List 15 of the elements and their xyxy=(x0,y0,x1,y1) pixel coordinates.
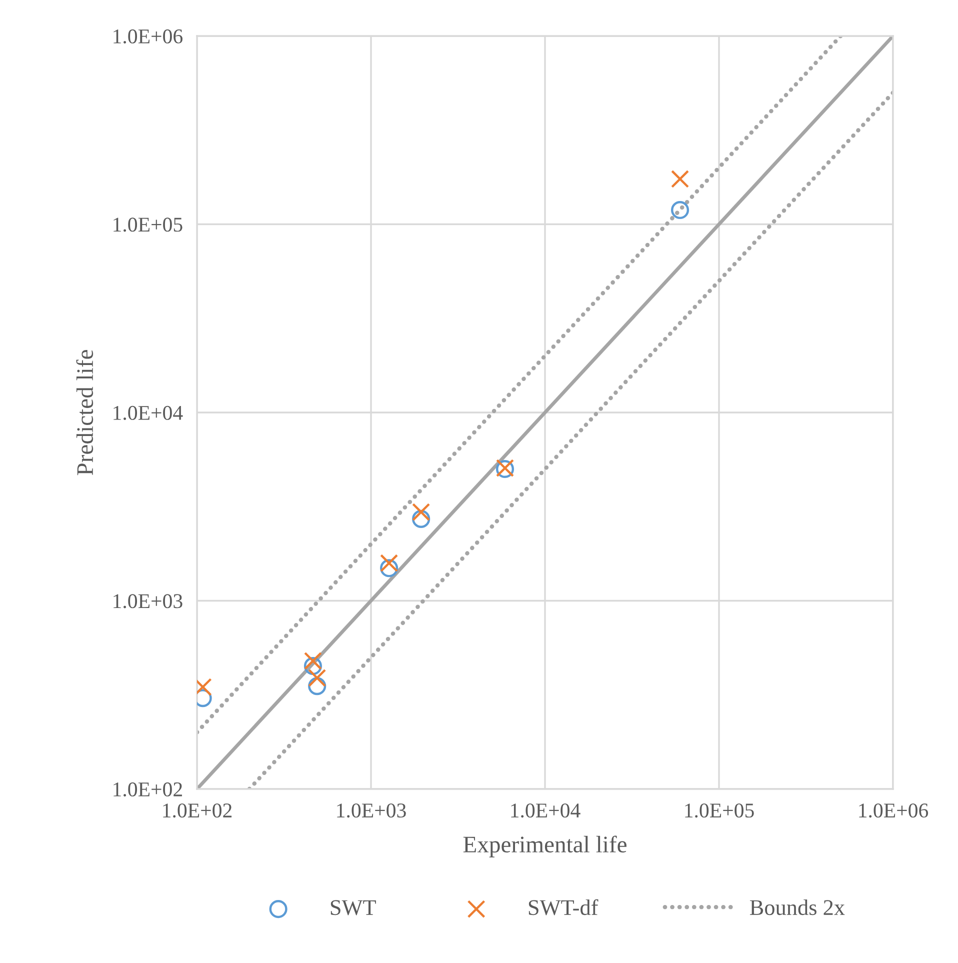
y-tick-label: 1.0E+03 xyxy=(114,594,182,608)
x-axis-title: Experimental life xyxy=(463,836,626,858)
legend-label: SWT-df xyxy=(528,899,598,916)
y-axis-title: Predicted life xyxy=(76,350,94,476)
y-tick-label: 1.0E+02 xyxy=(114,782,182,797)
legend-label: SWT xyxy=(330,900,376,916)
y-tick-label: 1.0E+04 xyxy=(114,406,183,420)
y-tick-label: 1.0E+06 xyxy=(114,29,182,44)
legend-label: Bounds 2x xyxy=(750,899,845,916)
x-tick-label: 1.0E+06 xyxy=(859,803,928,818)
y-tick-label: 1.0E+05 xyxy=(114,218,182,232)
x-tick-label: 1.0E+04 xyxy=(511,803,580,818)
x-tick-label: 1.0E+05 xyxy=(685,803,754,818)
x-tick-label: 1.0E+03 xyxy=(337,803,406,818)
x-tick-label: 1.0E+02 xyxy=(163,803,232,818)
